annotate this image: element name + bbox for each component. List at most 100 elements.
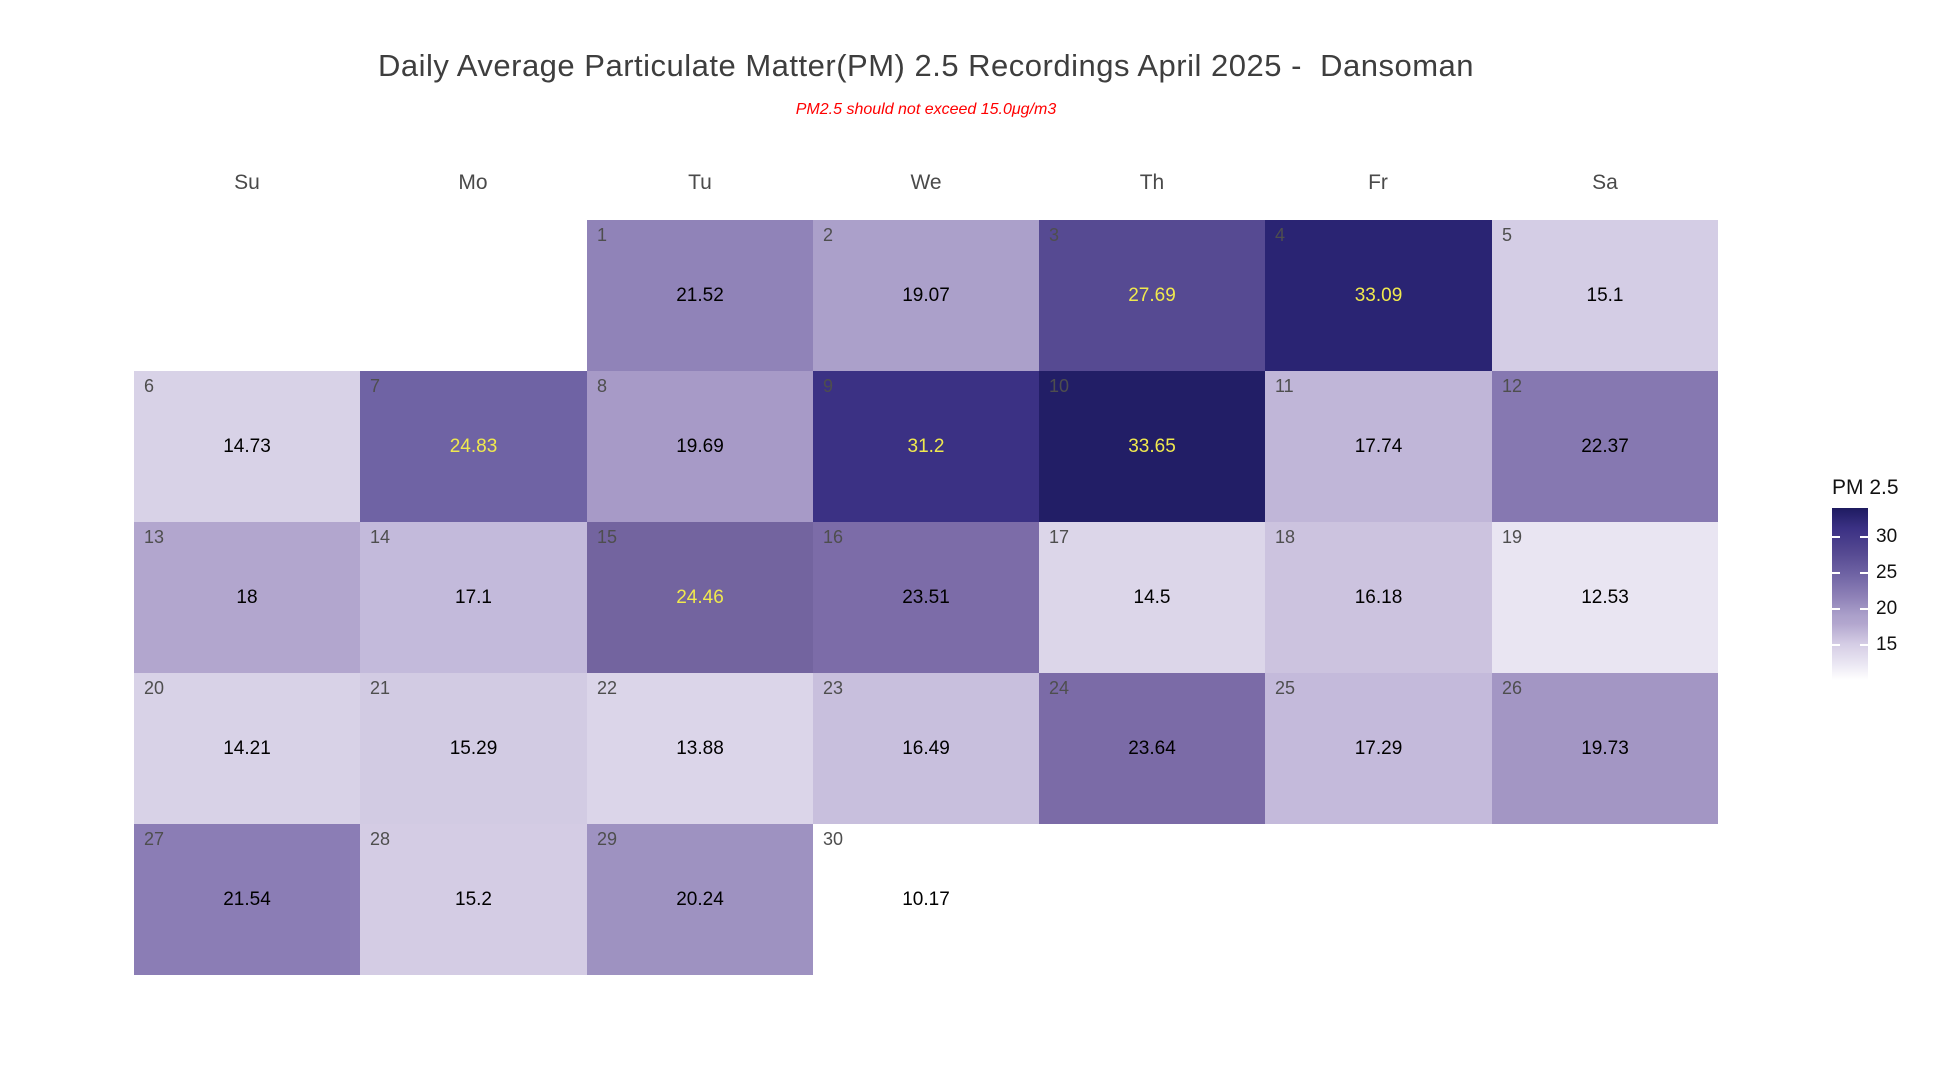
legend-tick-mark xyxy=(1860,536,1868,538)
calendar-cell-day-5: 5 15.1 xyxy=(1492,220,1718,371)
day-number: 4 xyxy=(1275,225,1286,245)
weekday-header-su: Su xyxy=(234,171,260,194)
day-number: 16 xyxy=(823,527,844,547)
legend-tick-mark xyxy=(1860,644,1868,646)
pm-value: 19.73 xyxy=(1581,737,1629,759)
calendar-cell-day-3: 3 27.69 xyxy=(1039,220,1265,371)
day-number: 7 xyxy=(370,376,381,396)
day-number: 13 xyxy=(144,527,165,547)
legend-tick-mark xyxy=(1832,572,1840,574)
pm-value: 17.29 xyxy=(1354,737,1403,759)
legend-tick-mark xyxy=(1832,536,1840,538)
day-number: 9 xyxy=(823,376,834,396)
day-number: 11 xyxy=(1275,376,1294,396)
calendar-cell-day-26: 26 19.73 xyxy=(1492,673,1718,824)
calendar-cell-day-7: 7 24.83 xyxy=(360,371,587,522)
day-number: 12 xyxy=(1502,376,1523,396)
calendar-cell-day-28: 28 15.2 xyxy=(360,824,587,975)
weekday-header-we: We xyxy=(910,171,942,194)
pm-value: 23.51 xyxy=(902,586,950,608)
legend-tick-mark xyxy=(1832,644,1840,646)
legend-tick-label: 15 xyxy=(1876,634,1898,655)
legend-tick-label: 20 xyxy=(1876,598,1898,619)
pm-value: 10.17 xyxy=(902,888,950,910)
calendar-cell-day-16: 16 23.51 xyxy=(813,522,1039,673)
calendar-cell-day-30: 30 10.17 xyxy=(813,824,1039,975)
calendar-cell-day-2: 2 19.07 xyxy=(813,220,1039,371)
day-number: 10 xyxy=(1049,376,1070,396)
pm-value: 24.83 xyxy=(449,435,498,457)
calendar-cell-day-24: 24 23.64 xyxy=(1039,673,1265,824)
calendar-cell-day-15: 15 24.46 xyxy=(587,522,813,673)
legend-tick-mark xyxy=(1832,608,1840,610)
weekday-header-mo: Mo xyxy=(458,171,488,194)
pm-value: 18 xyxy=(236,586,258,608)
calendar-cell-day-18: 18 16.18 xyxy=(1265,522,1492,673)
day-number: 2 xyxy=(823,225,834,245)
day-number: 5 xyxy=(1502,225,1513,245)
day-number: 23 xyxy=(823,678,844,698)
day-number: 22 xyxy=(597,678,618,698)
chart-subtitle: PM2.5 should not exceed 15.0μg/m3 xyxy=(795,101,1057,118)
legend-tick-mark xyxy=(1860,608,1868,610)
pm-value: 14.73 xyxy=(223,435,271,457)
weekday-header-th: Th xyxy=(1139,171,1165,194)
pm-value: 19.07 xyxy=(902,284,950,306)
calendar-cell-day-25: 25 17.29 xyxy=(1265,673,1492,824)
pm-value: 15.2 xyxy=(455,888,492,910)
day-number: 29 xyxy=(597,829,618,849)
pm-value: 21.52 xyxy=(676,284,724,306)
pm-value: 15.29 xyxy=(449,737,498,759)
day-number: 25 xyxy=(1275,678,1296,698)
weekday-header-tu: Tu xyxy=(688,171,712,194)
pm-value: 33.65 xyxy=(1128,435,1176,457)
day-number: 24 xyxy=(1049,678,1070,698)
day-number: 3 xyxy=(1049,225,1060,245)
calendar-cell-day-13: 13 18 xyxy=(134,522,360,673)
day-number: 8 xyxy=(597,376,608,396)
pm-value: 23.64 xyxy=(1128,737,1176,759)
day-number: 14 xyxy=(370,527,391,547)
pm-value: 17.74 xyxy=(1354,435,1403,457)
pm-value: 16.49 xyxy=(902,737,950,759)
calendar-cell-day-20: 20 14.21 xyxy=(134,673,360,824)
day-number: 18 xyxy=(1275,527,1296,547)
day-number: 19 xyxy=(1502,527,1523,547)
calendar-cell-day-22: 22 13.88 xyxy=(587,673,813,824)
weekday-header-fr: Fr xyxy=(1368,171,1388,194)
calendar-cell-day-9: 9 31.2 xyxy=(813,371,1039,522)
pm-value: 17.1 xyxy=(455,586,492,608)
pm-value: 33.09 xyxy=(1354,284,1403,306)
pm-value: 19.69 xyxy=(676,435,724,457)
calendar-cell-day-14: 14 17.1 xyxy=(360,522,587,673)
pm-value: 22.37 xyxy=(1581,435,1629,457)
calendar-cell-day-19: 19 12.53 xyxy=(1492,522,1718,673)
legend-gradient-bar xyxy=(1832,508,1868,680)
pm-value: 16.18 xyxy=(1354,586,1403,608)
calendar-cell-day-8: 8 19.69 xyxy=(587,371,813,522)
day-number: 6 xyxy=(144,376,155,396)
pm-value: 27.69 xyxy=(1128,284,1176,306)
calendar-cell-day-21: 21 15.29 xyxy=(360,673,587,824)
calendar-cell-day-17: 17 14.5 xyxy=(1039,522,1265,673)
pm-value: 13.88 xyxy=(676,737,724,759)
pm-value: 14.5 xyxy=(1133,586,1171,608)
calendar-cell-day-11: 11 17.74 xyxy=(1265,371,1492,522)
pm-value: 24.46 xyxy=(676,586,724,608)
day-number: 1 xyxy=(597,225,608,245)
day-number: 27 xyxy=(144,829,165,849)
chart-title: Daily Average Particulate Matter(PM) 2.5… xyxy=(377,48,1475,83)
legend-tick-label: 25 xyxy=(1876,562,1898,583)
calendar-cell-day-6: 6 14.73 xyxy=(134,371,360,522)
calendar-cell-day-10: 10 33.65 xyxy=(1039,371,1265,522)
calendar-cell-day-23: 23 16.49 xyxy=(813,673,1039,824)
pm-value: 15.1 xyxy=(1586,284,1624,306)
legend-tick-label: 30 xyxy=(1876,526,1898,547)
calendar-cell-day-12: 12 22.37 xyxy=(1492,371,1718,522)
day-number: 20 xyxy=(144,678,165,698)
day-number: 15 xyxy=(597,527,618,547)
day-number: 21 xyxy=(370,678,391,698)
weekday-header-sa: Sa xyxy=(1592,171,1618,194)
day-number: 17 xyxy=(1049,527,1070,547)
